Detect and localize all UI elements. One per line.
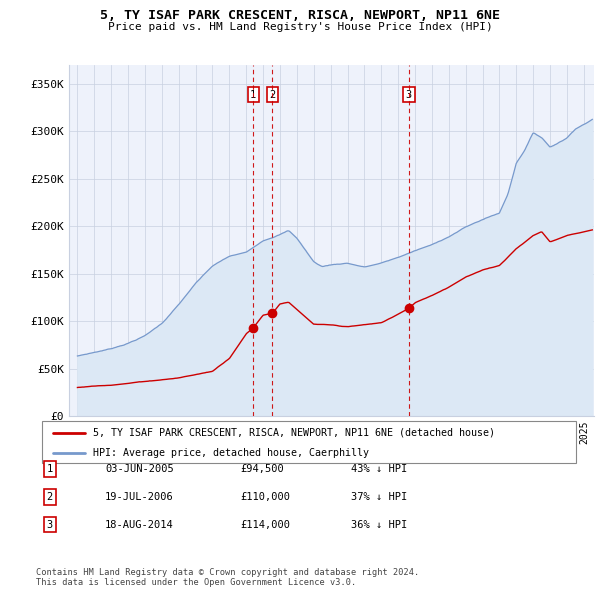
FancyBboxPatch shape [42,421,576,463]
Text: Price paid vs. HM Land Registry's House Price Index (HPI): Price paid vs. HM Land Registry's House … [107,22,493,32]
Text: £94,500: £94,500 [240,464,284,474]
Text: Contains HM Land Registry data © Crown copyright and database right 2024.
This d: Contains HM Land Registry data © Crown c… [36,568,419,587]
Text: £114,000: £114,000 [240,520,290,529]
Text: 03-JUN-2005: 03-JUN-2005 [105,464,174,474]
Text: 2: 2 [47,492,53,502]
Text: 5, TY ISAF PARK CRESCENT, RISCA, NEWPORT, NP11 6NE: 5, TY ISAF PARK CRESCENT, RISCA, NEWPORT… [100,9,500,22]
Text: 19-JUL-2006: 19-JUL-2006 [105,492,174,502]
Text: 1: 1 [250,90,256,100]
Text: 43% ↓ HPI: 43% ↓ HPI [351,464,407,474]
Text: 5, TY ISAF PARK CRESCENT, RISCA, NEWPORT, NP11 6NE (detached house): 5, TY ISAF PARK CRESCENT, RISCA, NEWPORT… [93,428,495,438]
Text: 3: 3 [406,90,412,100]
Text: £110,000: £110,000 [240,492,290,502]
Text: 18-AUG-2014: 18-AUG-2014 [105,520,174,529]
Text: HPI: Average price, detached house, Caerphilly: HPI: Average price, detached house, Caer… [93,448,369,457]
Text: 1: 1 [47,464,53,474]
Text: 2: 2 [269,90,275,100]
Text: 3: 3 [47,520,53,529]
Text: 37% ↓ HPI: 37% ↓ HPI [351,492,407,502]
Text: 36% ↓ HPI: 36% ↓ HPI [351,520,407,529]
